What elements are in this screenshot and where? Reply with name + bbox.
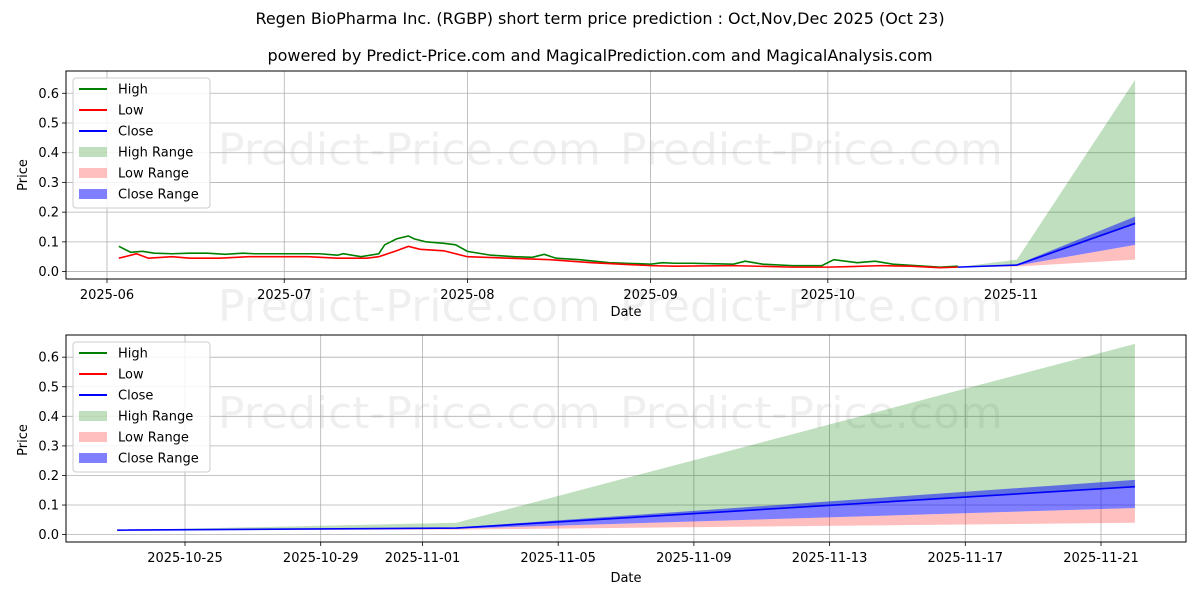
- close-line: [117, 485, 1135, 531]
- y-tick-label: 0.1: [38, 499, 59, 514]
- legend-label: Close Range: [118, 188, 199, 203]
- legend-label: Close: [118, 389, 153, 404]
- y-tick-label: 0.2: [38, 206, 59, 221]
- x-tick-label: 2025-07: [257, 288, 311, 303]
- x-axis-label: Date: [610, 305, 641, 320]
- axes-frame: [65, 334, 1187, 543]
- axes-frame: [65, 70, 1187, 280]
- close-line: [957, 222, 1136, 268]
- legend-label: Low: [118, 368, 144, 383]
- watermark-text: Predict-Price.com: [620, 281, 1003, 332]
- y-axis-label: Price: [16, 159, 31, 191]
- low-range-legend-swatch: [79, 432, 107, 442]
- x-tick-label: 2025-08: [440, 288, 494, 303]
- x-tick-label: 2025-11-13: [792, 551, 868, 566]
- high-range-legend-swatch: [79, 411, 107, 421]
- x-tick-label: 2025-09: [623, 288, 677, 303]
- y-axis-label: Price: [16, 424, 31, 456]
- y-tick-label: 0.6: [38, 87, 59, 102]
- legend-label: High Range: [118, 410, 193, 425]
- x-tick-label: 2025-11: [984, 288, 1038, 303]
- watermark-text: Predict-Price.com: [218, 125, 601, 176]
- y-tick-label: 0.0: [38, 265, 59, 280]
- low-range-area: [957, 244, 1136, 268]
- y-tick-label: 0.2: [38, 469, 59, 484]
- x-tick-label: 2025-10-29: [283, 551, 359, 566]
- legend-box: [72, 77, 211, 209]
- legend-label: Low Range: [118, 431, 189, 446]
- chart-title: Regen BioPharma Inc. (RGBP) short term p…: [255, 9, 945, 28]
- x-tick-label: 2025-10: [801, 288, 855, 303]
- y-tick-label: 0.6: [38, 351, 59, 366]
- close-range-legend-swatch: [79, 189, 107, 199]
- legend-label: Low: [118, 104, 144, 119]
- watermark-text: Predict-Price.com: [620, 388, 1003, 439]
- high-range-area: [117, 343, 1135, 531]
- history-chart: Predict-Price.com Predict-Price.com Predic…: [16, 70, 1187, 332]
- y-tick-label: 0.5: [38, 380, 59, 395]
- y-tick-label: 0.4: [38, 410, 59, 425]
- legend-label: Close: [118, 125, 153, 140]
- high-range-area: [957, 79, 1136, 268]
- x-tick-label: 2025-10-25: [147, 551, 223, 566]
- x-tick-label: 2025-11-21: [1063, 551, 1139, 566]
- low-range-legend-swatch: [79, 168, 107, 178]
- forecast-chart: Predict-Price.com Predict-Price.com 0.0 0.1…: [16, 334, 1187, 586]
- watermark-text: Predict-Price.com: [218, 388, 601, 439]
- legend-box: [72, 341, 211, 473]
- y-tick-label: 0.0: [38, 528, 59, 543]
- low-line: [118, 245, 958, 269]
- watermark-text: Predict-Price.com: [620, 125, 1003, 176]
- legend: High Low Close High Range Low Range Close Ran…: [72, 341, 211, 473]
- legend-label: Close Range: [118, 452, 199, 467]
- x-tick-label: 2025-11-09: [656, 551, 732, 566]
- legend-label: High: [118, 347, 148, 362]
- legend-label: High Range: [118, 146, 193, 161]
- y-tick-label: 0.3: [38, 176, 59, 191]
- close-range-legend-swatch: [79, 453, 107, 463]
- chart-subtitle: powered by Predict-Price.com and Magical…: [267, 46, 933, 65]
- x-axis-label: Date: [610, 571, 641, 586]
- x-tick-label: 2025-11-05: [520, 551, 596, 566]
- close-range-area: [117, 479, 1135, 531]
- legend-label: High: [118, 83, 148, 98]
- low-range-area: [117, 507, 1135, 531]
- x-tick-label: 2025-11-17: [928, 551, 1004, 566]
- close-range-area: [957, 216, 1136, 268]
- y-tick-label: 0.4: [38, 146, 59, 161]
- legend-label: Low Range: [118, 167, 189, 182]
- watermark-text: Predict-Price.com: [218, 281, 601, 332]
- x-tick-label: 2025-06: [80, 288, 134, 303]
- y-tick-label: 0.5: [38, 117, 59, 132]
- x-tick-label: 2025-11-01: [385, 551, 461, 566]
- y-tick-label: 0.1: [38, 235, 59, 250]
- high-range-legend-swatch: [79, 147, 107, 157]
- high-line: [118, 235, 958, 268]
- y-tick-label: 0.3: [38, 439, 59, 454]
- legend: High Low Close High Range Low Range Close Ran…: [72, 77, 211, 209]
